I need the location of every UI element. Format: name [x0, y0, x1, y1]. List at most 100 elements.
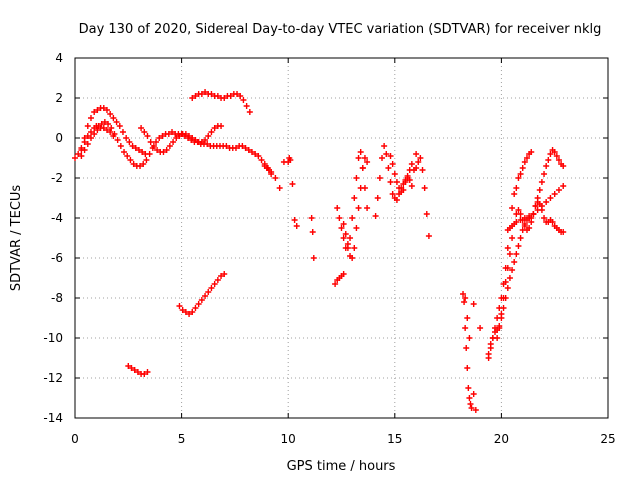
- data-point: [340, 271, 347, 277]
- series-track-g: [176, 271, 228, 317]
- data-point: [534, 207, 541, 213]
- series-track-c: [78, 125, 117, 159]
- data-point: [357, 185, 364, 191]
- data-point: [502, 295, 509, 301]
- series-track-k: [372, 143, 420, 219]
- data-point: [232, 145, 239, 151]
- data-point: [163, 147, 170, 153]
- series-track-l: [387, 153, 415, 195]
- data-point: [98, 121, 105, 127]
- x-tick-label: 0: [71, 432, 79, 446]
- data-point: [417, 155, 424, 161]
- data-point: [387, 179, 394, 185]
- data-point: [526, 213, 533, 219]
- data-point: [75, 151, 82, 157]
- data-point: [462, 325, 469, 331]
- data-point: [189, 95, 196, 101]
- y-tick-label: -12: [43, 371, 63, 385]
- data-point: [555, 187, 562, 193]
- data-point: [513, 251, 520, 257]
- data-point: [211, 281, 218, 287]
- data-point: [332, 281, 339, 287]
- data-point: [214, 277, 221, 283]
- data-point: [179, 307, 186, 313]
- data-point: [359, 165, 366, 171]
- data-point: [538, 179, 545, 185]
- data-point: [87, 129, 94, 135]
- data-point: [245, 147, 252, 153]
- data-point: [144, 133, 151, 139]
- data-point: [218, 123, 225, 129]
- series-track-o: [470, 149, 535, 357]
- series-track-e: [189, 89, 253, 115]
- data-point: [192, 93, 199, 99]
- y-tick-label: 4: [55, 51, 63, 65]
- data-point: [393, 197, 400, 203]
- data-point: [94, 107, 101, 113]
- data-point: [208, 129, 215, 135]
- data-point: [517, 211, 524, 217]
- data-point: [160, 149, 167, 155]
- data-point: [208, 91, 215, 97]
- data-point: [396, 185, 403, 191]
- data-point: [127, 157, 134, 163]
- data-point: [147, 139, 154, 145]
- data-point: [351, 195, 358, 201]
- data-point: [107, 111, 114, 117]
- data-point: [287, 157, 294, 163]
- data-point: [198, 91, 205, 97]
- data-point: [142, 151, 149, 157]
- y-tick-label: -10: [43, 331, 63, 345]
- series-track-j: [340, 155, 371, 261]
- data-point: [84, 123, 91, 129]
- data-point: [128, 365, 135, 371]
- y-tick-label: -4: [51, 211, 63, 225]
- data-point: [477, 325, 484, 331]
- data-point: [534, 195, 541, 201]
- data-point: [513, 185, 520, 191]
- data-point: [91, 131, 98, 137]
- data-point: [487, 345, 494, 351]
- data-point: [116, 123, 123, 129]
- data-point: [465, 385, 472, 391]
- data-point: [94, 127, 101, 133]
- data-point: [361, 155, 368, 161]
- data-point: [141, 371, 148, 377]
- data-point: [472, 407, 479, 413]
- x-tick-label: 15: [387, 432, 402, 446]
- data-point: [536, 187, 543, 193]
- data-point: [355, 155, 362, 161]
- data-point: [144, 369, 151, 375]
- data-point: [519, 165, 526, 171]
- data-point: [248, 149, 255, 155]
- data-point: [169, 129, 176, 135]
- data-point: [129, 143, 136, 149]
- data-point: [130, 161, 137, 167]
- data-point: [408, 183, 415, 189]
- data-point: [389, 191, 396, 197]
- tick-labels: 0 5 10 15 20 25 -14 -12 -10 -8 -6 -4 -2 0 2 4: [43, 51, 615, 446]
- data-point: [463, 345, 470, 351]
- data-point: [276, 185, 283, 191]
- data-point: [239, 143, 246, 149]
- data-point: [357, 149, 364, 155]
- data-point: [372, 213, 379, 219]
- series-track-r: [504, 183, 567, 233]
- data-point: [243, 103, 250, 109]
- data-point: [218, 273, 225, 279]
- data-point: [121, 149, 128, 155]
- data-point: [349, 255, 356, 261]
- data-point: [143, 157, 150, 163]
- data-point: [496, 323, 503, 329]
- data-point: [176, 133, 183, 139]
- data-point: [515, 175, 522, 181]
- data-point: [100, 125, 107, 131]
- data-point: [78, 153, 85, 159]
- data-point: [521, 159, 528, 165]
- data-point: [342, 231, 349, 237]
- data-point: [202, 293, 209, 299]
- data-point: [560, 163, 567, 169]
- data-point: [81, 147, 88, 153]
- data-point: [551, 149, 558, 155]
- data-point: [100, 105, 107, 111]
